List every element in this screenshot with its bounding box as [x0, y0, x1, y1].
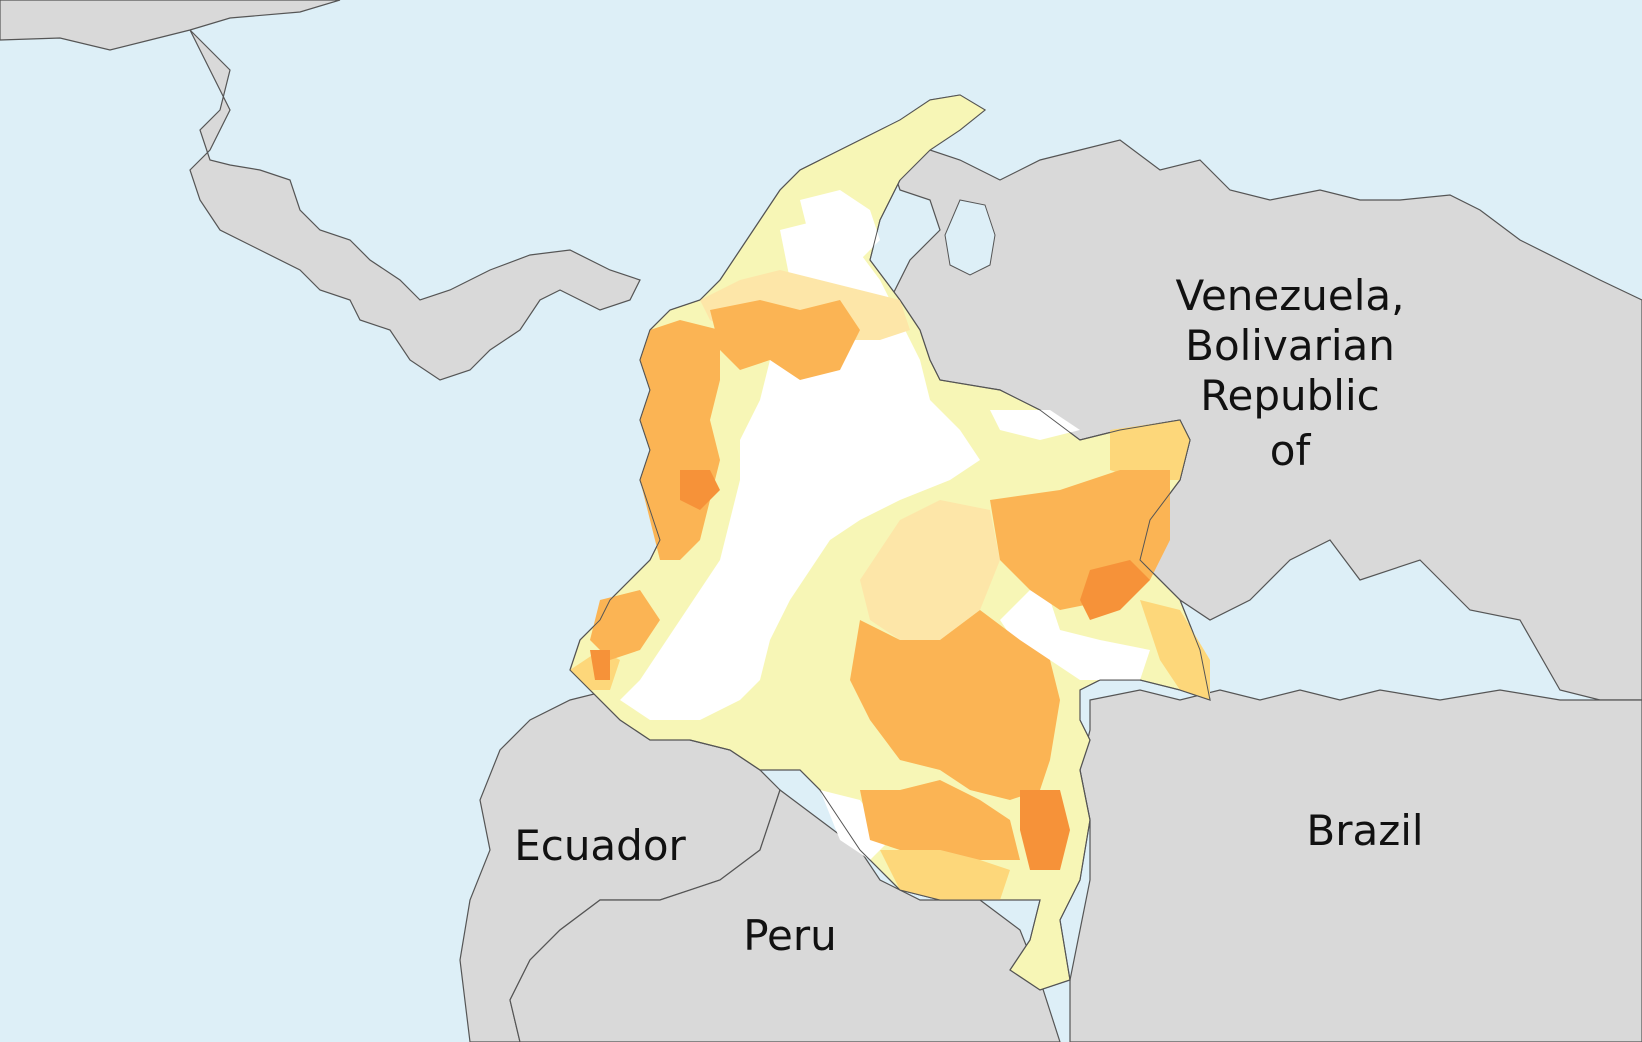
region-level-5-vaupes — [1020, 790, 1070, 870]
region-level-4-cordoba — [710, 300, 860, 380]
region-level-3-guajira — [820, 95, 985, 180]
region-level-0-north — [800, 190, 880, 260]
label-peru: Peru — [743, 911, 837, 960]
region-level-0-andes — [620, 220, 980, 720]
region-level-4-narino — [590, 590, 660, 660]
region-level-0-east — [990, 410, 1080, 440]
colombia-border — [569, 94, 1211, 991]
label-brazil: Brazil — [1306, 806, 1423, 855]
region-level-3-arauca — [1110, 420, 1190, 480]
region-level-3-south — [880, 850, 1010, 900]
region-level-5-choco — [680, 470, 720, 510]
region-level-5-narino — [590, 650, 610, 680]
label-venezuela-line-2: Bolivarian — [1185, 321, 1395, 370]
region-level-0-amazonas — [820, 790, 890, 860]
lake-maracaibo — [944, 199, 996, 276]
label-ecuador: Ecuador — [514, 821, 686, 870]
central-america-land — [0, 0, 641, 381]
label-venezuela-line-4: of — [1270, 426, 1312, 475]
brazil-land — [1069, 689, 1642, 1042]
label-venezuela-line-3: Republic — [1200, 371, 1380, 420]
region-level-0-vichada — [1000, 590, 1150, 680]
region-level-3-guainia — [1140, 600, 1210, 700]
peru-land — [509, 789, 1061, 1042]
label-venezuela-line-1: Venezuela, — [1175, 271, 1404, 320]
region-level-2-east — [860, 500, 1000, 640]
region-level-5-vichada — [1080, 560, 1150, 620]
region-level-4-amazonas — [860, 780, 1020, 860]
region-level-4-caqueta — [850, 610, 1060, 800]
